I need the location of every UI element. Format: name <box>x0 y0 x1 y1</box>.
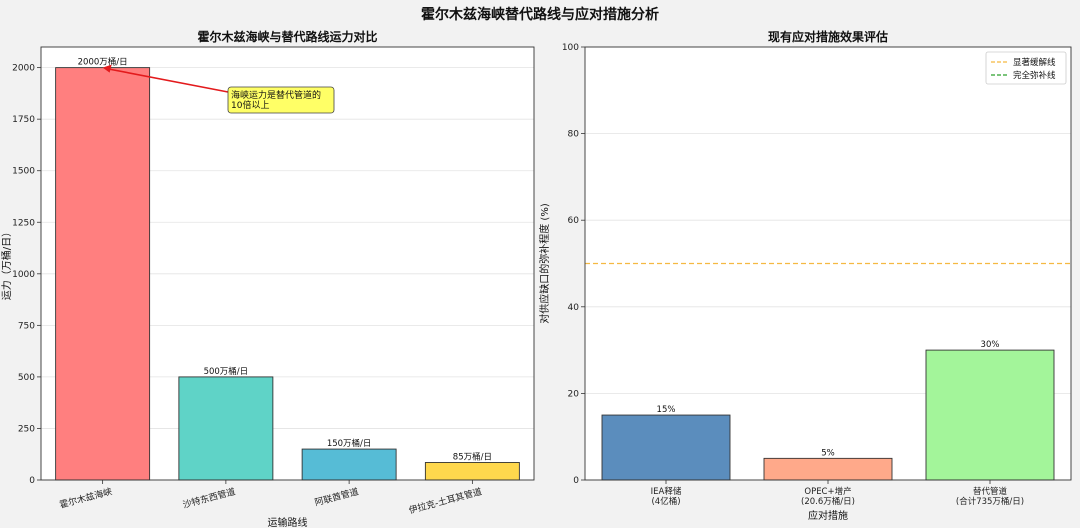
annotation-text: 海峡运力是替代管道的 <box>231 89 321 101</box>
y-tick-label: 1000 <box>12 270 35 280</box>
annotation-arrowhead <box>102 64 112 73</box>
y-tick-label: 750 <box>18 321 35 331</box>
x-tick-label: 霍尔木兹海峡 <box>58 485 113 511</box>
annotation-box <box>227 86 335 114</box>
y-axis-label: 运力（万桶/日） <box>0 227 13 300</box>
y-tick-label: 100 <box>562 43 579 53</box>
y-tick-label: 20 <box>568 389 580 399</box>
y-tick-label: 80 <box>568 130 580 140</box>
bar-value-label: 150万桶/日 <box>327 438 372 449</box>
y-tick-label: 0 <box>573 476 579 486</box>
y-tick-label: 1750 <box>12 115 35 125</box>
chart-2: 0 20 40 60 80 100 15% 5% 30% IEA释储(4亿桶) OPEC+增产(20… <box>538 29 1072 522</box>
x-tick-label: 阿联酋管道 <box>313 485 360 508</box>
annotation-text: 10倍以上 <box>231 99 269 111</box>
bar-value-label: 30% <box>981 340 1000 350</box>
annotation-arrow <box>106 67 229 93</box>
bar-value-label: 5% <box>821 448 835 458</box>
bar-value-label: 15% <box>657 405 676 415</box>
bar <box>925 349 1055 481</box>
bar-value-label: 85万桶/日 <box>453 451 492 462</box>
y-tick-label: 0 <box>29 476 35 486</box>
chart-1: 0 250 500 750 1000 1250 1500 1750 2000 2000万桶/日 50… <box>0 29 535 528</box>
x-tick-label: (20.6万桶/日) <box>801 496 855 507</box>
bar <box>601 414 731 481</box>
bar-value-label: 2000万桶/日 <box>78 57 128 68</box>
y-axis-label: 对供应缺口的弥补程度 (%) <box>538 203 551 324</box>
x-tick-label: 伊拉克-土耳其管道 <box>407 485 483 516</box>
y-tick-label: 2000 <box>12 64 35 74</box>
legend-label: 显著缓解线 <box>1013 57 1056 68</box>
bar <box>424 462 520 481</box>
chart-title: 霍尔木兹海峡与替代路线运力对比 <box>197 29 377 44</box>
bar <box>301 448 397 481</box>
x-tick-label: OPEC+增产 <box>804 486 851 497</box>
chart-title: 现有应对措施效果评估 <box>768 29 888 44</box>
figure-title: 霍尔木兹海峡替代路线与应对措施分析 <box>421 7 659 23</box>
x-tick-label: 沙特东西管道 <box>181 485 236 511</box>
legend-label: 完全弥补线 <box>1013 70 1056 81</box>
y-tick-label: 500 <box>18 373 35 383</box>
bar <box>178 376 274 481</box>
bar <box>55 67 151 481</box>
bar <box>763 457 893 481</box>
bar-value-label: 500万桶/日 <box>204 366 249 377</box>
legend-box <box>985 51 1067 85</box>
y-tick-label: 1500 <box>12 167 35 177</box>
x-axis-label: 运输路线 <box>268 516 308 528</box>
plot-frame <box>584 46 1072 481</box>
y-tick-label: 40 <box>568 303 580 313</box>
x-tick-label: (合计735万桶/日) <box>956 496 1024 507</box>
plot-frame <box>40 46 535 481</box>
y-tick-label: 1250 <box>12 218 35 228</box>
x-axis-label: 应对措施 <box>808 509 848 522</box>
y-tick-label: 60 <box>568 216 580 226</box>
x-tick-label: 替代管道 <box>973 486 1008 497</box>
x-tick-label: IEA释储 <box>651 486 682 497</box>
y-tick-label: 250 <box>18 424 35 434</box>
x-tick-label: (4亿桶) <box>651 496 680 507</box>
